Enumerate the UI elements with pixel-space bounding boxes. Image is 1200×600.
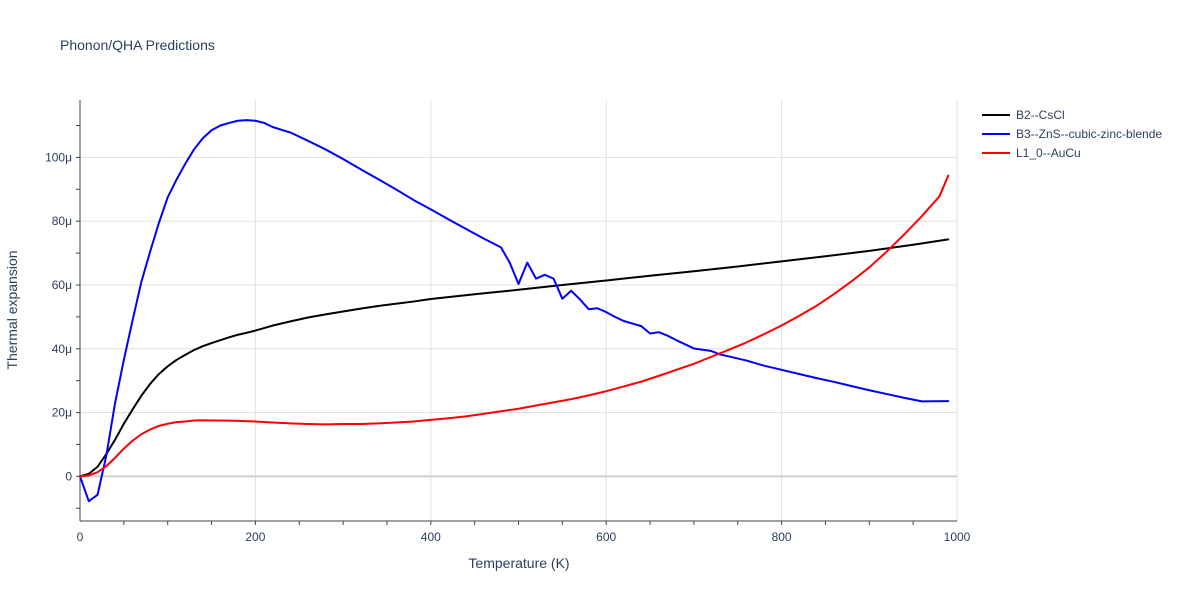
y-tick-label: 40μ bbox=[52, 342, 72, 356]
legend-label: L1_0--AuCu bbox=[1016, 146, 1081, 160]
legend-item-b2-cscl[interactable]: B2--CsCl bbox=[982, 108, 1065, 122]
tick-label-layer: 0 200 400 600 800 1000 0 20μ 40μ 60μ 80μ 100μ bbox=[45, 150, 971, 544]
x-axis-title: Temperature (K) bbox=[468, 555, 569, 571]
y-tick-label: 60μ bbox=[52, 278, 72, 292]
y-tick-label: 100μ bbox=[45, 150, 72, 164]
x-tick-label: 0 bbox=[77, 530, 84, 544]
legend-item-b3-zns[interactable]: B3--ZnS--cubic-zinc-blende bbox=[982, 127, 1162, 141]
x-tick-label: 1000 bbox=[944, 530, 971, 544]
x-tick-label: 400 bbox=[421, 530, 441, 544]
x-tick-label: 800 bbox=[772, 530, 792, 544]
series-line-b3-zns bbox=[79, 119, 950, 503]
series-line-l10-aucu bbox=[79, 174, 950, 478]
legend-item-l10-aucu[interactable]: L1_0--AuCu bbox=[982, 146, 1081, 160]
y-tick-label: 0 bbox=[65, 469, 72, 483]
series-layer bbox=[79, 119, 950, 503]
legend[interactable]: B2--CsCl B3--ZnS--cubic-zinc-blende L1_0--… bbox=[982, 108, 1162, 160]
y-tick-label: 80μ bbox=[52, 214, 72, 228]
x-tick-label: 200 bbox=[245, 530, 265, 544]
legend-label: B3--ZnS--cubic-zinc-blende bbox=[1016, 127, 1162, 141]
chart-title: Phonon/QHA Predictions bbox=[60, 37, 215, 53]
legend-label: B2--CsCl bbox=[1016, 108, 1065, 122]
y-tick-label: 20μ bbox=[52, 406, 72, 420]
axes-layer bbox=[76, 100, 957, 525]
series-line-b2-cscl bbox=[79, 238, 950, 478]
x-tick-label: 600 bbox=[596, 530, 616, 544]
y-axis-title: Thermal expansion bbox=[4, 250, 20, 369]
